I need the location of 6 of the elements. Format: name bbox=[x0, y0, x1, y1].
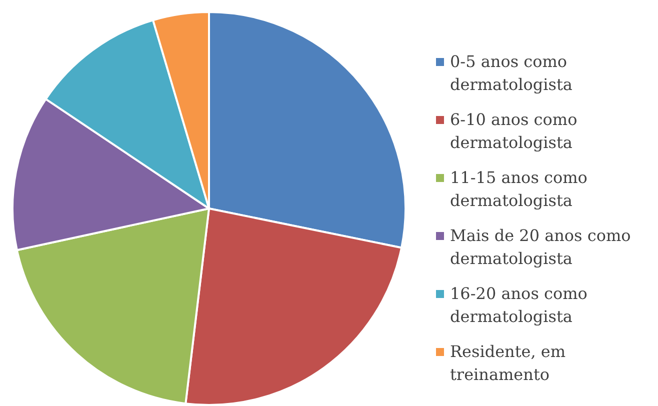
legend-label: 16-20 anos como dermatologista bbox=[450, 284, 588, 326]
legend-label: Mais de 20 anos como dermatologista bbox=[450, 226, 631, 268]
legend-label: 0-5 anos como dermatologista bbox=[450, 52, 572, 94]
legend-label: 11-15 anos como dermatologista bbox=[450, 168, 588, 210]
legend-label: 6-10 anos como dermatologista bbox=[450, 110, 578, 152]
legend-label: Residente, em treinamento bbox=[450, 342, 566, 384]
